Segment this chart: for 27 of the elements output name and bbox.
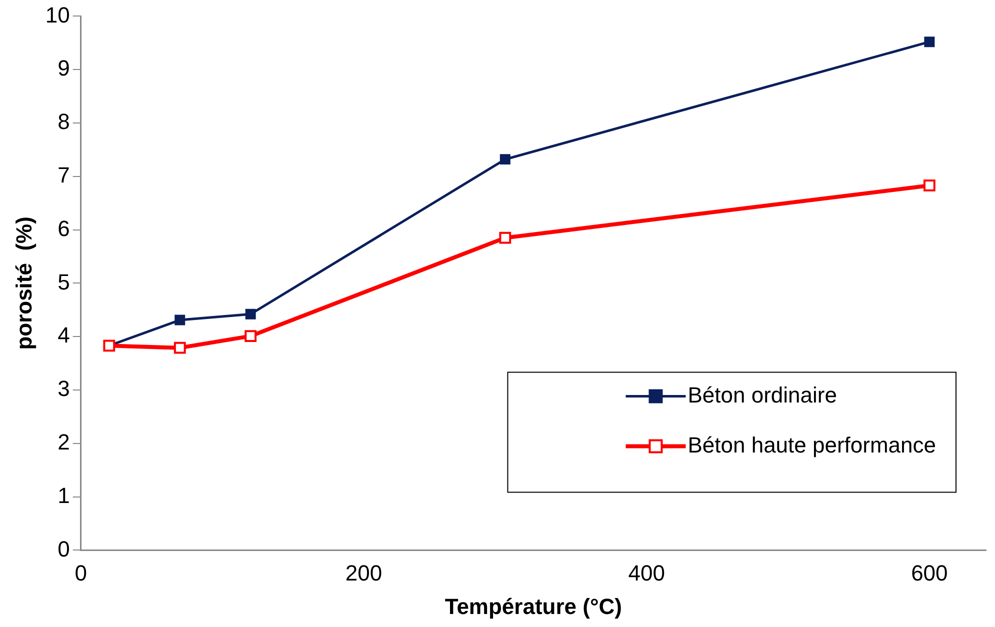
y-tick-label: 8 [58,109,70,134]
y-tick-label: 0 [58,536,70,562]
point [174,342,186,354]
y-tick-label: 10 [45,2,70,28]
point [245,308,256,320]
legend-label: Béton haute performance [688,432,936,458]
x-tick-label: 0 [74,560,87,586]
point [923,180,936,192]
x-tick-label: 600 [911,560,948,586]
x-axis-title: Température (°C) [444,594,622,619]
point [244,330,257,342]
x-tick-label: 400 [628,560,665,586]
y-tick-label: 2 [58,429,70,454]
point [499,232,512,244]
y-tick-label: 3 [58,376,70,402]
legend-label: Béton ordinaire [688,382,837,408]
y-tick-label: 9 [58,56,70,81]
y-tick-label: 6 [58,216,70,241]
x-tick-label: 200 [345,560,382,586]
y-axis-title: porosité (%) [11,216,36,350]
y-tick-label: 5 [58,269,70,294]
y-tick-label: 1 [58,482,70,508]
point [924,36,935,48]
y-tick-label: 4 [58,322,70,348]
y-tick-label: 7 [58,162,70,188]
point [174,314,186,326]
point [500,154,510,165]
